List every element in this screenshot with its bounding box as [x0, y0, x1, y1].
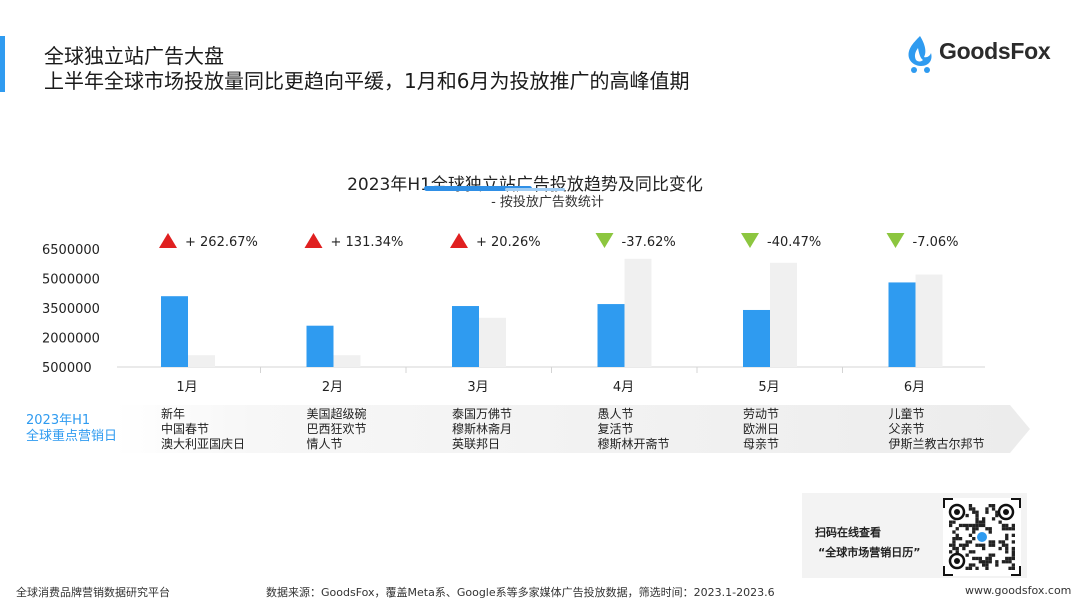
calendar-event: 英联邦日 — [452, 437, 501, 451]
calendar-label-title: 全球重点营销日历 — [26, 429, 131, 444]
yoy-change-label: -7.06% — [913, 235, 959, 250]
up-triangle-icon — [304, 233, 323, 248]
x-tick-label: 5月 — [758, 380, 779, 395]
bar-prior-year — [770, 262, 797, 367]
bar-current-year — [743, 309, 770, 367]
calendar-event: 伊斯兰教古尔邦节 — [888, 437, 985, 451]
calendar-event: 穆斯林开斋节 — [597, 437, 670, 451]
calendar-event: 劳动节 — [743, 407, 780, 421]
bar-prior-year — [188, 355, 215, 367]
qr-card-line2: “全球市场营销日历” — [818, 546, 921, 559]
bar-current-year — [452, 306, 479, 367]
y-tick-label: 2000000 — [42, 332, 100, 347]
bar-prior-year — [479, 317, 506, 367]
fox-cart-icon — [908, 36, 932, 73]
logo-text: GoodsFox — [939, 38, 1051, 64]
x-tick-label: 3月 — [467, 380, 488, 395]
chart-title-underline-light — [505, 188, 565, 191]
footer-platform: 全球消费品牌营销数据研究平台 — [16, 586, 170, 599]
up-triangle-icon — [159, 233, 177, 248]
calendar-event: 新年 — [161, 407, 186, 421]
calendar-month-events: 美国超级碗 巴西狂欢节 情人节 — [307, 407, 367, 452]
y-tick-label: 6500000 — [42, 243, 100, 258]
calendar-event: 穆斯林斋月 — [452, 422, 513, 436]
calendar-event: 儿童节 — [888, 407, 925, 421]
bar-current-year — [306, 325, 334, 367]
y-tick-label: 500000 — [42, 361, 92, 376]
calendar-event: 澳大利亚国庆日 — [161, 437, 246, 451]
qr-code-icon[interactable] — [943, 498, 1021, 576]
y-tick-label: 3500000 — [42, 302, 100, 317]
down-triangle-icon — [886, 233, 905, 248]
yoy-change-label: -37.62% — [622, 235, 676, 250]
footer-url[interactable]: www.goodsfox.com — [965, 584, 1072, 597]
bar-chart: 6500000 5000000 3500000 2000000 500000 1月 + 26… — [42, 233, 985, 395]
page-subtitle: 上半年全球市场投放量同比更趋向平缓，1月和6月为投放推广的高峰值期 — [44, 69, 690, 93]
calendar-event: 愚人节 — [597, 407, 634, 421]
y-tick-label: 5000000 — [42, 273, 100, 288]
x-tick-label: 4月 — [613, 380, 634, 395]
bar-prior-year — [333, 355, 361, 367]
chart-title-underline — [424, 186, 532, 191]
calendar-event: 母亲节 — [743, 437, 780, 451]
calendar-event: 情人节 — [306, 437, 343, 451]
calendar-event: 父亲节 — [888, 422, 925, 436]
x-tick-label: 1月 — [176, 380, 197, 395]
calendar-label: 2023年H1 全球重点营销日历 — [26, 413, 130, 445]
calendar-event: 巴西狂欢节 — [306, 422, 367, 436]
calendar-event: 泰国万佛节 — [452, 407, 513, 421]
footer-source: 数据来源：GoodsFox，覆盖Meta系、Google系等多家媒体广告投放数据… — [266, 586, 775, 599]
down-triangle-icon — [595, 233, 614, 248]
yoy-change-label: + 262.67% — [185, 235, 258, 250]
calendar-month-events: 泰国万佛节 穆斯林斋月 英联邦日 — [452, 407, 512, 452]
yoy-change-label: + 20.26% — [476, 235, 541, 250]
bar-prior-year — [915, 274, 943, 367]
calendar-band — [115, 405, 1030, 453]
bar-prior-year — [624, 258, 652, 367]
calendar-label-year: 2023年H1 — [26, 413, 91, 428]
x-tick-label: 6月 — [904, 380, 925, 395]
up-triangle-icon — [450, 233, 468, 248]
yoy-change-label: + 131.34% — [331, 235, 404, 250]
x-tick-label: 2月 — [322, 380, 343, 395]
calendar-month-events: 愚人节 复活节 穆斯林开斋节 — [598, 407, 670, 452]
calendar-month-events: 新年 中国春节 澳大利亚国庆日 — [161, 407, 245, 452]
bar-current-year — [888, 282, 916, 367]
qr-card-line1: 扫码在线查看 — [815, 526, 881, 539]
calendar-event: 复活节 — [597, 422, 634, 436]
chart-subtitle: - 按投放广告数统计 — [491, 195, 604, 210]
header-accent-bar — [0, 36, 5, 92]
calendar-event: 欧洲日 — [743, 422, 780, 436]
goodsfox-logo: GoodsFox — [903, 34, 1063, 74]
calendar-month-events: 儿童节 父亲节 伊斯兰教古尔邦节 — [889, 407, 985, 452]
bar-current-year — [597, 304, 625, 367]
page-title: 全球独立站广告大盘 — [44, 44, 224, 68]
calendar-event: 中国春节 — [161, 422, 210, 436]
calendar-month-events: 劳动节 欧洲日 母亲节 — [743, 407, 779, 452]
calendar-event: 美国超级碗 — [306, 407, 367, 421]
bar-current-year — [161, 296, 188, 367]
down-triangle-icon — [741, 233, 759, 248]
yoy-change-label: -40.47% — [767, 235, 821, 250]
